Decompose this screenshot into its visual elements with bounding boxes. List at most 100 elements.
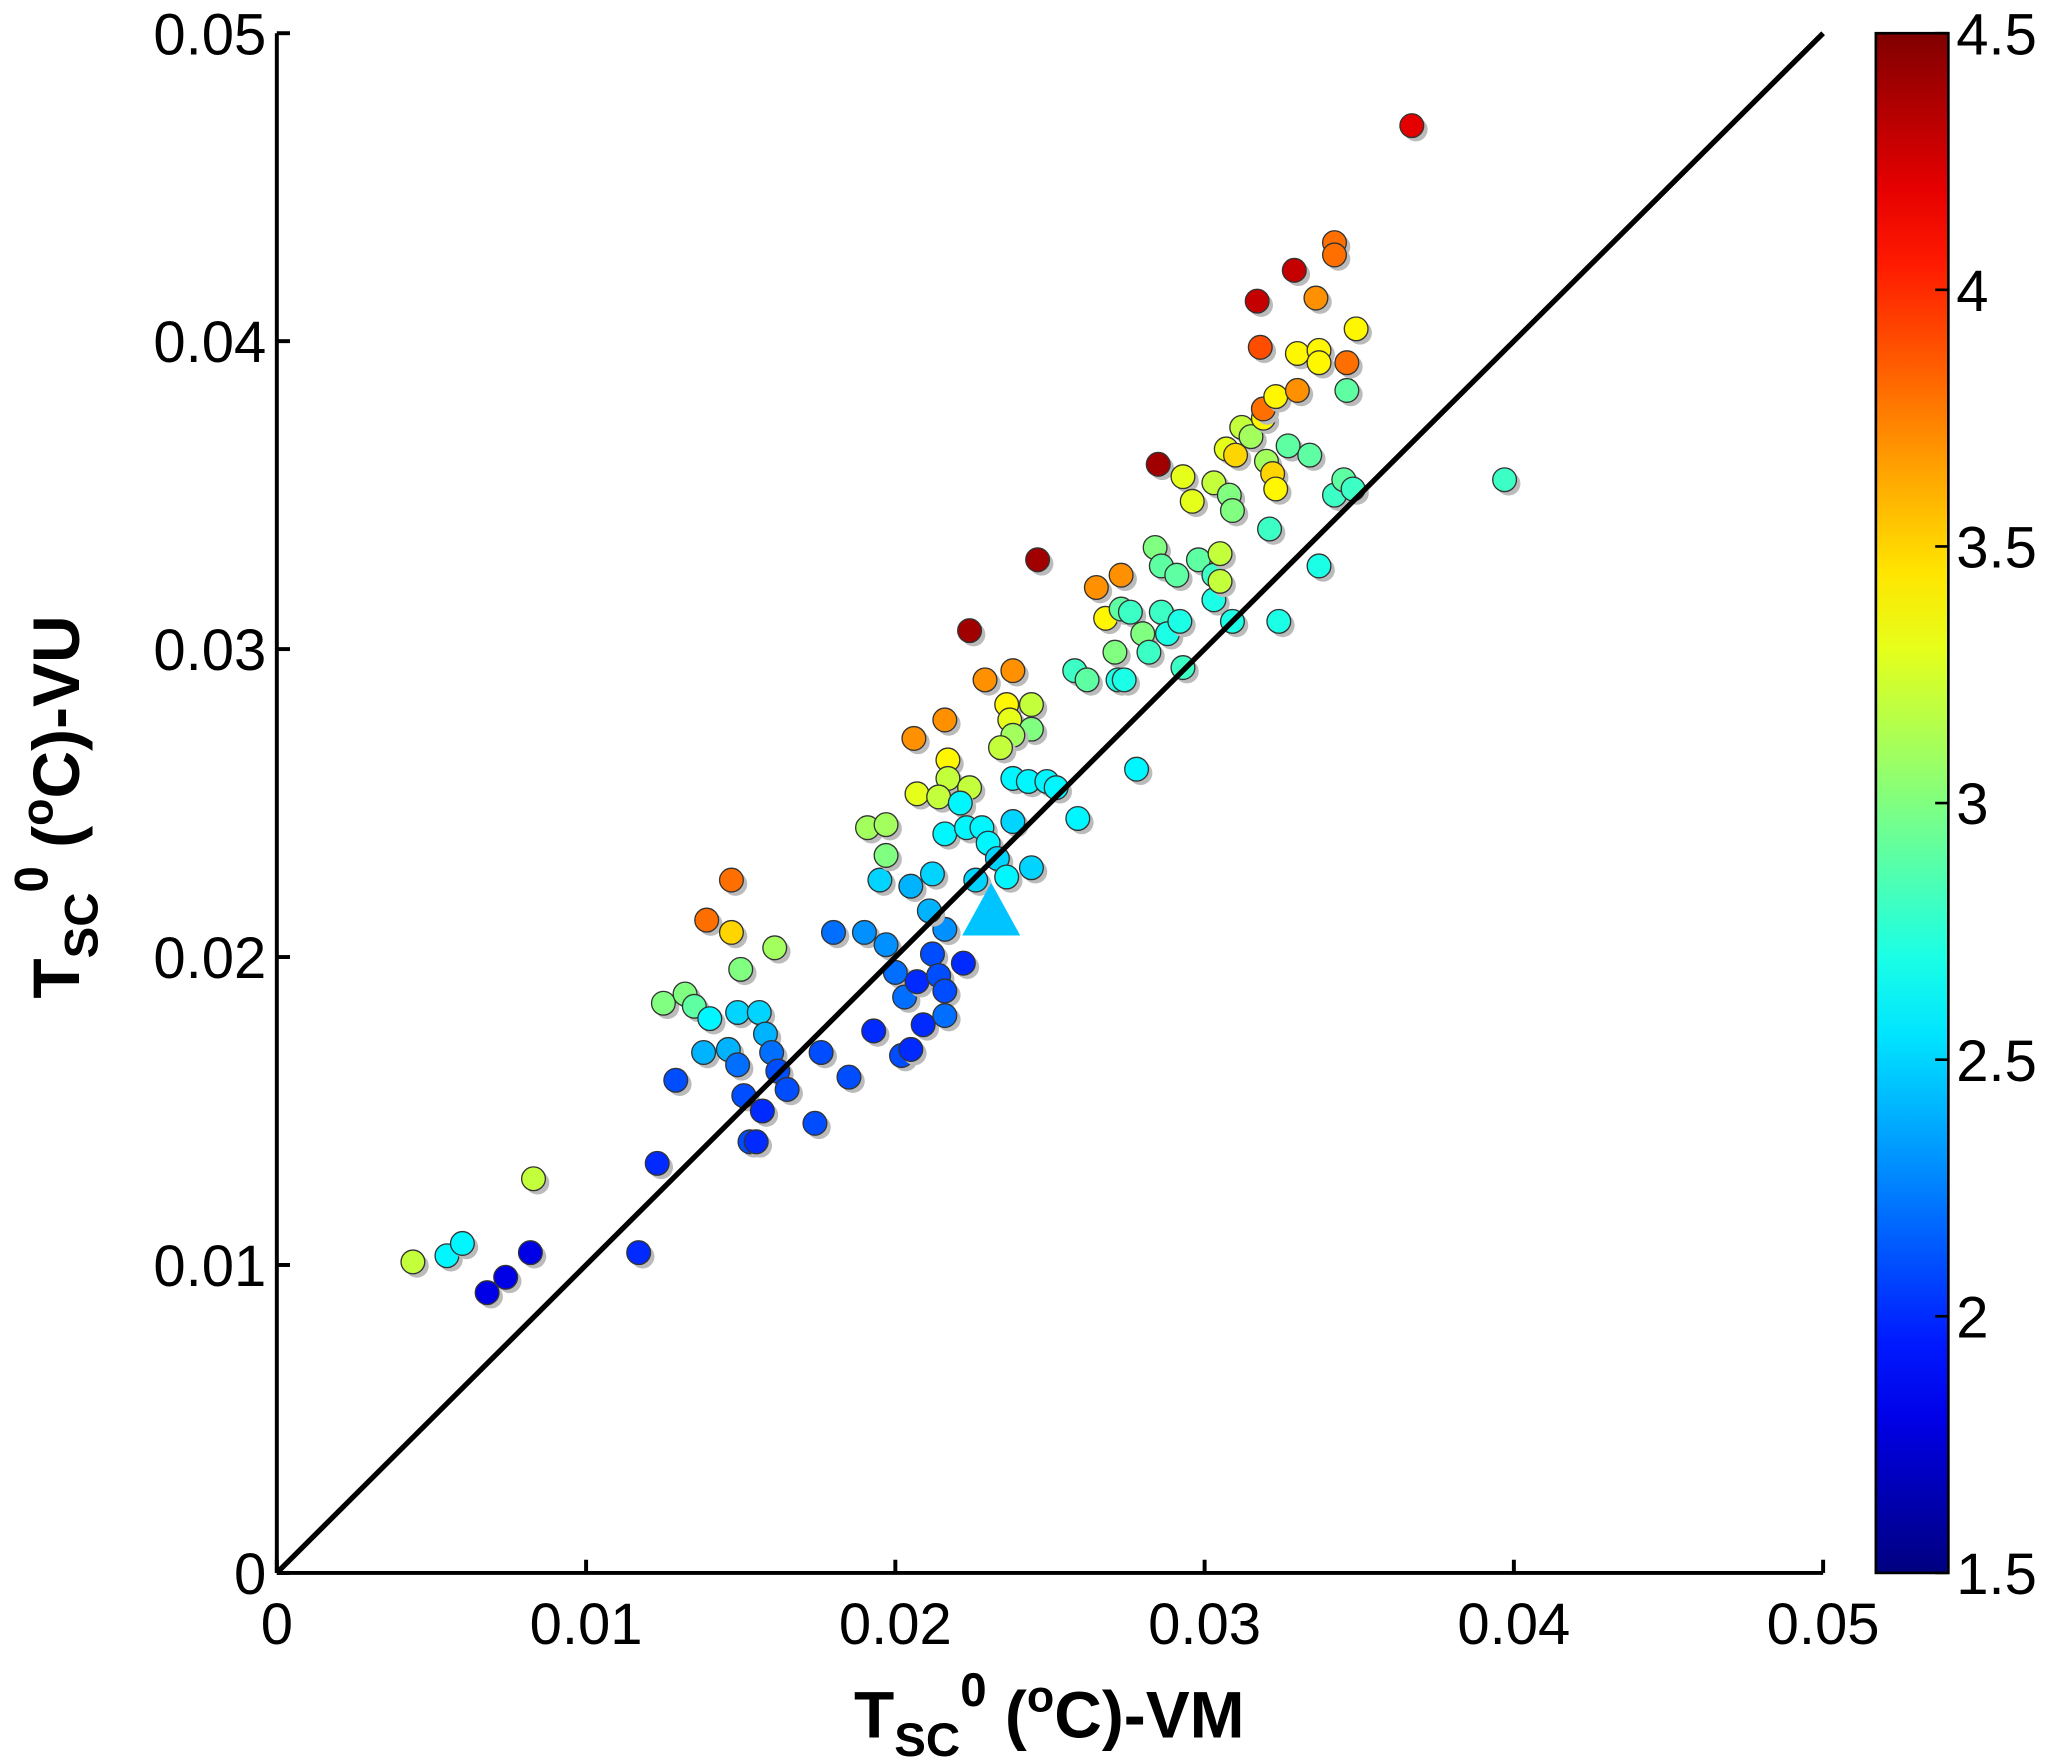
data-point	[725, 1052, 751, 1078]
data-point	[517, 1240, 543, 1266]
data-point	[1297, 442, 1323, 468]
data-point	[1306, 350, 1332, 376]
data-point	[1207, 568, 1233, 594]
x-tick-label: 0.05	[1767, 1592, 1880, 1657]
data-point	[1164, 562, 1190, 588]
colorbar-ticks: 1.5 2 2.5 3 3.5 4 4.5	[1935, 2, 2037, 1607]
data-point	[1238, 424, 1264, 450]
y-tick-label: 0.05	[153, 2, 266, 67]
data-point	[1207, 541, 1233, 567]
x-tick-label: 0.04	[1457, 1592, 1570, 1657]
data-point	[1334, 350, 1360, 376]
data-point	[1074, 667, 1100, 693]
data-point	[1257, 516, 1283, 542]
data-point	[1102, 639, 1128, 665]
data-point	[1275, 433, 1301, 459]
data-point	[691, 1039, 717, 1066]
data-point	[520, 1166, 547, 1192]
data-point	[1284, 377, 1310, 403]
data-point	[1167, 608, 1193, 634]
data-point	[932, 978, 958, 1004]
data-point	[898, 1036, 924, 1062]
data-point	[1083, 574, 1109, 601]
data-point	[926, 784, 952, 810]
data-point	[650, 990, 676, 1016]
data-point	[1244, 288, 1270, 314]
data-point	[1000, 658, 1026, 684]
x-ticks: 0 0.01 0.02 0.03 0.04 0.05	[261, 1559, 1880, 1657]
data-point	[932, 1003, 958, 1029]
data-point	[932, 707, 958, 733]
data-point	[1018, 692, 1044, 718]
data-point	[1399, 113, 1425, 139]
data-point	[1065, 805, 1091, 831]
data-point	[1492, 467, 1518, 493]
data-point	[836, 1064, 862, 1090]
colorbar-tick-label: 2	[1956, 1285, 1988, 1350]
y-tick-label: 0.03	[153, 618, 266, 683]
data-point	[725, 999, 751, 1025]
data-point	[749, 1098, 775, 1124]
y-axis-label: TSC0 (oC)-VU	[5, 615, 108, 998]
data-point	[697, 1006, 723, 1032]
data-point	[694, 907, 720, 933]
y-tick-label: 0.02	[153, 926, 266, 991]
data-point	[820, 919, 847, 945]
data-point	[762, 935, 788, 961]
data-point	[644, 1150, 670, 1176]
data-point	[904, 969, 930, 995]
highlight-triangle-point	[962, 882, 1021, 936]
data-point	[851, 919, 877, 945]
data-point	[1263, 476, 1289, 502]
data-point	[728, 956, 754, 982]
data-point	[663, 1067, 689, 1093]
data-point	[1145, 451, 1171, 477]
data-point	[861, 1018, 887, 1044]
data-point	[1025, 547, 1051, 573]
colorbar-tick-label: 3	[1956, 772, 1988, 837]
data-point	[950, 950, 976, 976]
data-point	[1343, 316, 1369, 342]
data-point	[1247, 334, 1273, 360]
x-tick-label: 0.03	[1148, 1592, 1261, 1657]
data-point	[774, 1076, 800, 1102]
data-point	[910, 1012, 936, 1038]
y-tick-label: 0.01	[153, 1234, 266, 1299]
identity-line	[274, 31, 1825, 1575]
data-point	[808, 1039, 834, 1066]
data-point	[1281, 257, 1307, 283]
x-tick-label: 0.01	[530, 1592, 643, 1657]
data-point	[873, 812, 899, 838]
data-point	[901, 725, 927, 751]
data-point	[1266, 608, 1292, 634]
y-tick-label: 0.04	[153, 310, 266, 375]
data-point	[1223, 442, 1249, 468]
data-point	[957, 618, 983, 644]
data-point	[1284, 340, 1310, 366]
data-point	[449, 1230, 475, 1256]
data-point	[947, 790, 973, 816]
data-point	[873, 842, 899, 868]
data-point	[1124, 756, 1150, 782]
data-point	[994, 864, 1020, 890]
data-point	[1219, 497, 1245, 524]
y-ticks: 0 0.01 0.02 0.03 0.04 0.05	[153, 2, 291, 1607]
data-point	[1303, 285, 1329, 311]
data-point	[1018, 855, 1044, 881]
data-point	[1179, 488, 1205, 514]
data-point	[898, 873, 924, 899]
data-point	[1117, 599, 1143, 625]
colorbar-tick-label: 3.5	[1956, 516, 2037, 581]
data-point	[873, 932, 899, 958]
data-point	[1334, 377, 1360, 403]
data-point	[474, 1280, 500, 1306]
data-point	[626, 1240, 652, 1266]
colorbar-tick-label: 1.5	[1956, 1542, 2037, 1607]
data-point	[1321, 242, 1348, 268]
y-tick-label: 0	[234, 1542, 266, 1607]
data-point	[987, 735, 1014, 761]
data-point	[1000, 809, 1026, 835]
data-point	[743, 1129, 769, 1155]
data-point	[400, 1249, 426, 1275]
